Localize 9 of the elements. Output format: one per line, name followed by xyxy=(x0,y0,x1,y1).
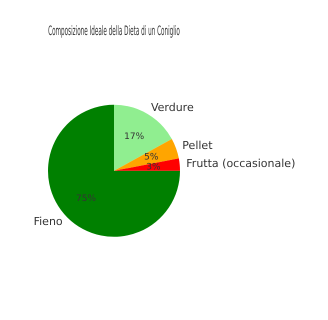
slice-label: Frutta (occasionale) xyxy=(186,156,296,170)
slice-label: Pellet xyxy=(182,139,214,152)
chart-title: Composizione Ideale della Dieta di un Coniglio xyxy=(48,24,180,40)
slice-label: Fieno xyxy=(34,214,63,228)
data-label: 17% xyxy=(124,132,145,142)
data-label: 5% xyxy=(144,152,159,163)
data-label: 3% xyxy=(146,162,162,172)
slice-label: Verdure xyxy=(150,101,194,114)
data-label: 75% xyxy=(76,194,96,204)
